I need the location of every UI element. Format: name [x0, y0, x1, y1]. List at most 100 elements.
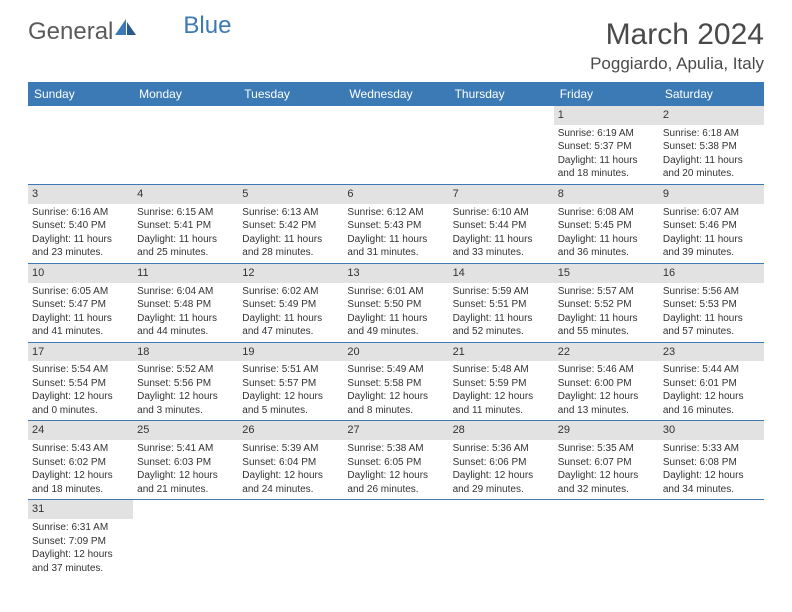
day-number: 19	[238, 343, 343, 362]
daylight-line2: and 29 minutes.	[453, 483, 550, 497]
day-number: 27	[343, 421, 448, 440]
daylight-line1: Daylight: 11 hours	[663, 154, 760, 168]
sunrise: Sunrise: 5:59 AM	[453, 285, 550, 299]
day-number: 15	[554, 264, 659, 283]
daylight-line2: and 31 minutes.	[347, 246, 444, 260]
sunrise: Sunrise: 5:38 AM	[347, 442, 444, 456]
day-number: 3	[28, 185, 133, 204]
logo: General Blue	[28, 18, 231, 46]
day-number: 6	[343, 185, 448, 204]
sunrise: Sunrise: 5:52 AM	[137, 363, 234, 377]
daylight-line2: and 23 minutes.	[32, 246, 129, 260]
daylight-line2: and 41 minutes.	[32, 325, 129, 339]
day-header-cell: Sunday	[28, 82, 133, 106]
daylight-line2: and 34 minutes.	[663, 483, 760, 497]
sunset: Sunset: 5:42 PM	[242, 219, 339, 233]
day-number: 1	[554, 106, 659, 125]
daylight-line2: and 3 minutes.	[137, 404, 234, 418]
day-number: 28	[449, 421, 554, 440]
day-body: Sunrise: 6:10 AMSunset: 5:44 PMDaylight:…	[449, 204, 554, 260]
day-cell: 14Sunrise: 5:59 AMSunset: 5:51 PMDayligh…	[449, 264, 554, 342]
daylight-line1: Daylight: 11 hours	[32, 312, 129, 326]
day-number: 24	[28, 421, 133, 440]
daylight-line1: Daylight: 11 hours	[137, 233, 234, 247]
day-cell: 26Sunrise: 5:39 AMSunset: 6:04 PMDayligh…	[238, 421, 343, 499]
day-body: Sunrise: 6:31 AMSunset: 7:09 PMDaylight:…	[28, 519, 133, 575]
day-header-cell: Wednesday	[343, 82, 448, 106]
day-number: 29	[554, 421, 659, 440]
daylight-line1: Daylight: 11 hours	[663, 233, 760, 247]
daylight-line1: Daylight: 11 hours	[558, 233, 655, 247]
daylight-line2: and 47 minutes.	[242, 325, 339, 339]
day-header-cell: Thursday	[449, 82, 554, 106]
day-number: 30	[659, 421, 764, 440]
daylight-line1: Daylight: 11 hours	[558, 154, 655, 168]
daylight-line1: Daylight: 11 hours	[137, 312, 234, 326]
day-cell: 16Sunrise: 5:56 AMSunset: 5:53 PMDayligh…	[659, 264, 764, 342]
day-cell: 20Sunrise: 5:49 AMSunset: 5:58 PMDayligh…	[343, 343, 448, 421]
empty-cell	[343, 500, 448, 578]
day-cell: 25Sunrise: 5:41 AMSunset: 6:03 PMDayligh…	[133, 421, 238, 499]
day-body: Sunrise: 5:44 AMSunset: 6:01 PMDaylight:…	[659, 361, 764, 417]
daylight-line1: Daylight: 12 hours	[558, 390, 655, 404]
day-body: Sunrise: 5:59 AMSunset: 5:51 PMDaylight:…	[449, 283, 554, 339]
daylight-line2: and 44 minutes.	[137, 325, 234, 339]
sunrise: Sunrise: 6:13 AM	[242, 206, 339, 220]
sunset: Sunset: 6:06 PM	[453, 456, 550, 470]
day-cell: 4Sunrise: 6:15 AMSunset: 5:41 PMDaylight…	[133, 185, 238, 263]
daylight-line2: and 24 minutes.	[242, 483, 339, 497]
sunset: Sunset: 5:53 PM	[663, 298, 760, 312]
daylight-line2: and 25 minutes.	[137, 246, 234, 260]
day-body: Sunrise: 5:33 AMSunset: 6:08 PMDaylight:…	[659, 440, 764, 496]
day-body: Sunrise: 5:46 AMSunset: 6:00 PMDaylight:…	[554, 361, 659, 417]
day-cell: 1Sunrise: 6:19 AMSunset: 5:37 PMDaylight…	[554, 106, 659, 184]
daylight-line2: and 33 minutes.	[453, 246, 550, 260]
daylight-line2: and 13 minutes.	[558, 404, 655, 418]
day-body: Sunrise: 6:13 AMSunset: 5:42 PMDaylight:…	[238, 204, 343, 260]
sunset: Sunset: 5:43 PM	[347, 219, 444, 233]
sunset: Sunset: 5:47 PM	[32, 298, 129, 312]
day-header-cell: Tuesday	[238, 82, 343, 106]
sunrise: Sunrise: 6:04 AM	[137, 285, 234, 299]
sunset: Sunset: 5:41 PM	[137, 219, 234, 233]
daylight-line1: Daylight: 12 hours	[453, 469, 550, 483]
daylight-line2: and 16 minutes.	[663, 404, 760, 418]
daylight-line2: and 32 minutes.	[558, 483, 655, 497]
day-header-cell: Friday	[554, 82, 659, 106]
daylight-line2: and 18 minutes.	[558, 167, 655, 181]
daylight-line1: Daylight: 12 hours	[32, 548, 129, 562]
sunrise: Sunrise: 6:01 AM	[347, 285, 444, 299]
day-body: Sunrise: 5:57 AMSunset: 5:52 PMDaylight:…	[554, 283, 659, 339]
daylight-line1: Daylight: 11 hours	[242, 233, 339, 247]
sunset: Sunset: 6:04 PM	[242, 456, 339, 470]
week-row: 17Sunrise: 5:54 AMSunset: 5:54 PMDayligh…	[28, 343, 764, 422]
sunrise: Sunrise: 6:05 AM	[32, 285, 129, 299]
day-number: 23	[659, 343, 764, 362]
sunset: Sunset: 6:07 PM	[558, 456, 655, 470]
daylight-line1: Daylight: 12 hours	[32, 469, 129, 483]
daylight-line2: and 11 minutes.	[453, 404, 550, 418]
day-body: Sunrise: 5:38 AMSunset: 6:05 PMDaylight:…	[343, 440, 448, 496]
daylight-line1: Daylight: 12 hours	[242, 469, 339, 483]
logo-text-blue: Blue	[183, 12, 231, 40]
sunrise: Sunrise: 6:19 AM	[558, 127, 655, 141]
sunrise: Sunrise: 5:39 AM	[242, 442, 339, 456]
day-cell: 5Sunrise: 6:13 AMSunset: 5:42 PMDaylight…	[238, 185, 343, 263]
sunrise: Sunrise: 5:41 AM	[137, 442, 234, 456]
empty-cell	[133, 106, 238, 184]
day-number: 14	[449, 264, 554, 283]
sunrise: Sunrise: 6:07 AM	[663, 206, 760, 220]
sunrise: Sunrise: 5:51 AM	[242, 363, 339, 377]
sunrise: Sunrise: 6:31 AM	[32, 521, 129, 535]
day-body: Sunrise: 6:16 AMSunset: 5:40 PMDaylight:…	[28, 204, 133, 260]
sunset: Sunset: 5:56 PM	[137, 377, 234, 391]
empty-cell	[343, 106, 448, 184]
daylight-line2: and 52 minutes.	[453, 325, 550, 339]
day-cell: 9Sunrise: 6:07 AMSunset: 5:46 PMDaylight…	[659, 185, 764, 263]
day-cell: 13Sunrise: 6:01 AMSunset: 5:50 PMDayligh…	[343, 264, 448, 342]
daylight-line1: Daylight: 12 hours	[32, 390, 129, 404]
daylight-line1: Daylight: 11 hours	[242, 312, 339, 326]
sunset: Sunset: 5:45 PM	[558, 219, 655, 233]
day-cell: 31Sunrise: 6:31 AMSunset: 7:09 PMDayligh…	[28, 500, 133, 578]
daylight-line2: and 0 minutes.	[32, 404, 129, 418]
